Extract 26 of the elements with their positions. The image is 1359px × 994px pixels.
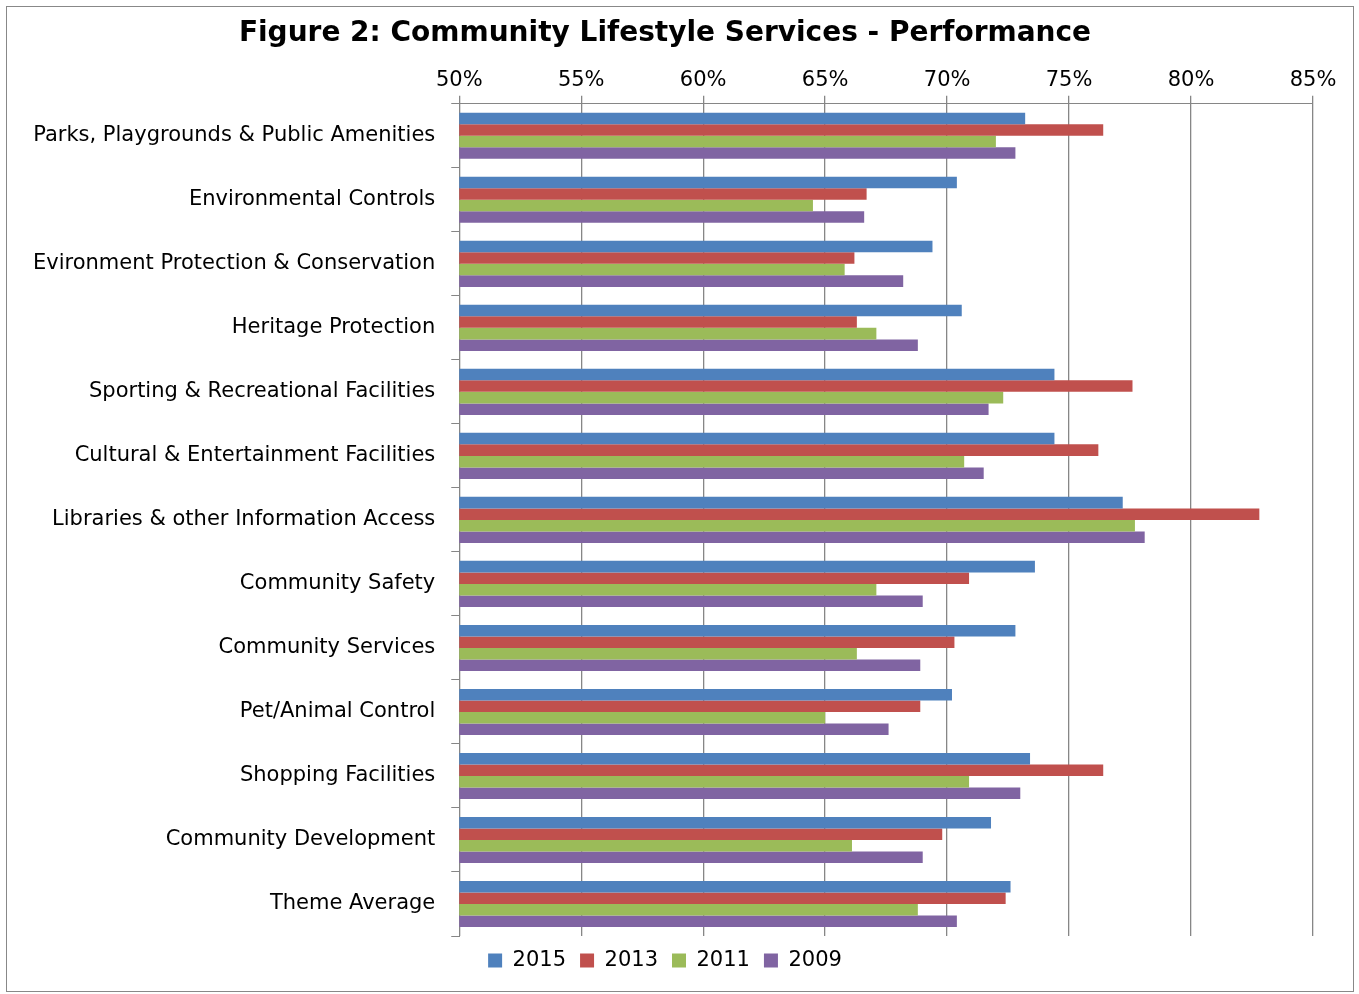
x-tick-label: 70% (923, 66, 971, 91)
y-tick-label: Sporting & Recreational Facilities (89, 378, 436, 403)
legend-label: 2011 (696, 946, 750, 971)
chart-title: Figure 2: Community Lifestyle Services - Performance (238, 15, 1092, 49)
y-tick-label: Parks, Playgrounds & Public Amenities (33, 122, 436, 147)
x-tick-label: 65% (801, 66, 849, 91)
y-tick-label: Theme Average (268, 890, 436, 915)
legend-label: 2013 (604, 946, 659, 971)
y-tick-label: Pet/Animal Control (239, 698, 436, 723)
y-tick-label: Cultural & Entertainment Facilities (74, 442, 436, 467)
y-tick-label: Evironment Protection & Conservation (33, 250, 436, 275)
y-tick-label: Community Development (165, 826, 436, 851)
x-tick-label: 85% (1289, 66, 1337, 91)
y-tick-label: Environmental Controls (188, 186, 436, 211)
x-tick-label: 55% (557, 66, 605, 91)
x-tick-label: 80% (1167, 66, 1215, 91)
y-tick-label: Heritage Protection (231, 314, 436, 339)
x-tick-label: 75% (1045, 66, 1093, 91)
y-tick-label: Libraries & other Information Access (52, 506, 436, 531)
x-tick-label: 50% (435, 66, 483, 91)
y-tick-label: Community Safety (239, 570, 436, 595)
legend-label: 2009 (788, 946, 842, 971)
y-tick-label: Community Services (218, 634, 436, 659)
y-tick-label: Shopping Facilities (239, 762, 436, 787)
x-tick-label: 60% (679, 66, 727, 91)
legend-label: 2015 (512, 946, 567, 971)
